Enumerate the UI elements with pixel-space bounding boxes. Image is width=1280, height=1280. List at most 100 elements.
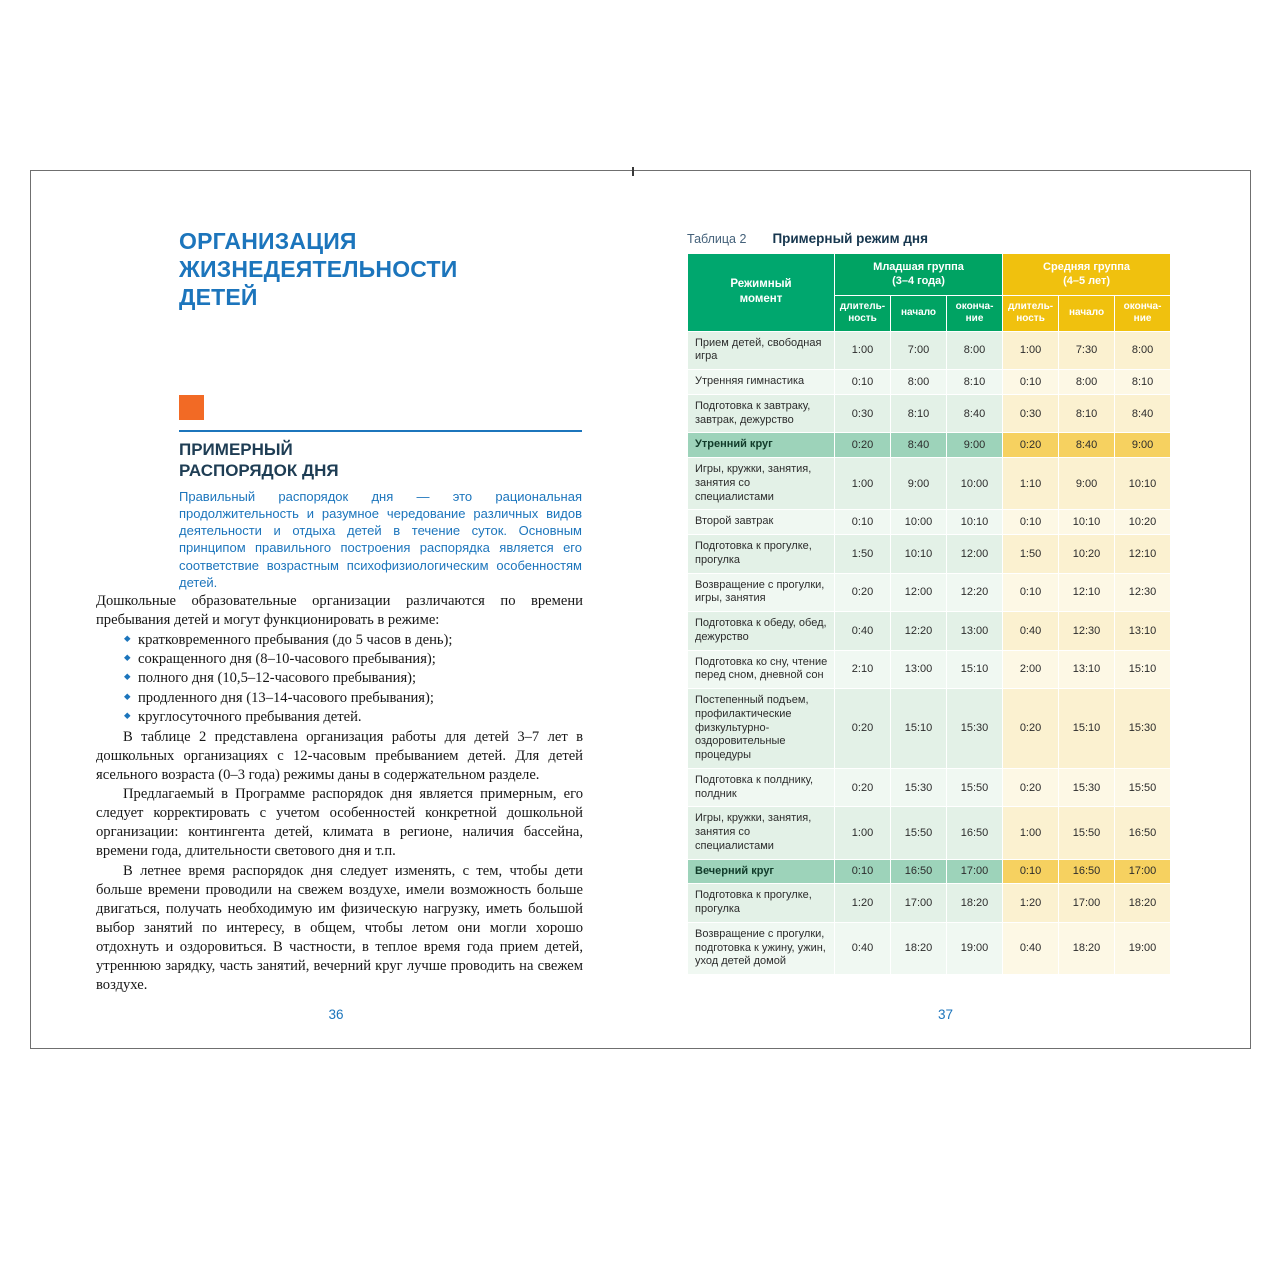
moment-cell: Подготовка ко сну, чтение перед сном, дн… — [687, 649, 835, 690]
moment-cell: Подготовка к завтраку, завтрак, дежурств… — [687, 393, 835, 434]
time-cell: 8:10 — [1058, 393, 1116, 434]
time-cell: 0:20 — [834, 767, 891, 808]
schedule-row: Подготовка к прогулке, прогулка 1:20 17:00… — [687, 883, 1172, 923]
section-divider-rule — [179, 430, 582, 432]
time-cell: 2:10 — [834, 649, 891, 690]
time-cell: 19:00 — [1114, 921, 1172, 976]
time-cell: 2:00 — [1002, 649, 1060, 690]
time-cell: 12:10 — [1058, 572, 1116, 613]
time-cell: 15:30 — [890, 767, 947, 808]
bullet-text: круглосуточного пребывания детей. — [138, 708, 362, 725]
book-spread: ОРГАНИЗАЦИЯ ЖИЗНЕДЕЯТЕЛЬНОСТИ ДЕТЕЙ ПРИМ… — [30, 167, 1251, 1049]
time-cell: 10:20 — [1058, 534, 1116, 574]
time-cell: 13:10 — [1058, 649, 1116, 690]
time-cell: 1:20 — [834, 883, 891, 923]
time-cell: 15:10 — [945, 649, 1004, 690]
time-cell: 1:20 — [1002, 883, 1060, 923]
time-cell: 9:00 — [945, 432, 1004, 459]
time-cell: 15:50 — [945, 767, 1004, 808]
diamond-bullet-icon: ◆ — [124, 653, 131, 664]
bullet-item: ◆ полного дня (10,5–12-часового пребывани… — [124, 669, 583, 688]
schedule-row: Подготовка к завтраку, завтрак, дежурств… — [687, 393, 1172, 434]
time-cell: 12:00 — [890, 572, 947, 613]
time-cell: 1:00 — [1002, 806, 1060, 860]
schedule-row: Возвращение с прогулки, игры, занятия 0:2… — [687, 572, 1172, 613]
schedule-table-head: Режимный момент Младшая группа (3–4 года… — [687, 253, 1172, 332]
subheader-end: оконча-ние — [1114, 294, 1172, 332]
time-cell: 16:50 — [1114, 806, 1172, 860]
subheader-start: начало — [890, 294, 947, 332]
bullet-item: ◆ кратковременного пребывания (до 5 часов… — [124, 631, 583, 650]
time-cell: 8:00 — [890, 369, 947, 395]
subheader-duration: длитель-ность — [1002, 294, 1060, 332]
paragraph: Предлагаемый в Программе распорядок дня … — [96, 786, 583, 860]
time-cell: 15:30 — [1058, 767, 1116, 808]
schedule-table-body: Прием детей, свободная игра 1:00 7:00 8:00 1… — [687, 330, 1172, 976]
time-cell: 10:00 — [890, 509, 947, 536]
page-number-left: 36 — [328, 1007, 344, 1022]
schedule-row: Второй завтрак 0:10 10:00 10:10 0:10 10:10 10:… — [687, 509, 1172, 536]
time-cell: 12:00 — [945, 534, 1004, 574]
paragraph: В летнее время распорядок дня следует из… — [96, 862, 583, 994]
bullet-item: ◆ круглосуточного пребывания детей. — [124, 708, 583, 727]
time-cell: 17:00 — [1058, 883, 1116, 923]
moment-cell: Игры, кружки, занятия, занятия со специа… — [687, 806, 835, 860]
time-cell: 0:40 — [1002, 921, 1060, 976]
time-cell: 1:00 — [834, 457, 891, 511]
moment-cell: Подготовка к обеду, обед, дежурство — [687, 611, 835, 651]
time-cell: 13:00 — [945, 611, 1004, 651]
time-cell: 16:50 — [1058, 858, 1116, 885]
moment-cell: Постепенный подъем, профилактические физ… — [687, 688, 835, 769]
time-cell: 8:10 — [1114, 369, 1172, 395]
time-cell: 18:20 — [890, 921, 947, 976]
moment-cell: Утренний круг — [687, 432, 835, 459]
moment-cell: Подготовка к прогулке, прогулка — [687, 883, 835, 923]
time-cell: 0:30 — [1002, 393, 1060, 434]
time-cell: 0:10 — [1002, 369, 1060, 395]
schedule-row: Подготовка к прогулке, прогулка 1:50 10:10… — [687, 534, 1172, 574]
time-cell: 8:00 — [1114, 330, 1172, 371]
time-cell: 9:00 — [890, 457, 947, 511]
time-cell: 0:10 — [834, 369, 891, 395]
time-cell: 0:10 — [1002, 858, 1060, 885]
schedule-row: Утренняя гимнастика 0:10 8:00 8:10 0:10 8:00 8… — [687, 369, 1172, 395]
page-number-right: 37 — [937, 1007, 954, 1022]
paragraph: В таблице 2 представлена организация раб… — [96, 728, 583, 783]
time-cell: 13:00 — [890, 649, 947, 690]
time-cell: 0:30 — [834, 393, 891, 434]
moment-cell: Прием детей, свободная игра — [687, 330, 835, 371]
time-cell: 18:20 — [945, 883, 1004, 923]
time-cell: 8:40 — [1058, 432, 1116, 459]
bullet-text: полного дня (10,5–12-часового пребывания… — [138, 670, 417, 687]
moment-cell: Возвращение с прогулки, подготовка к ужи… — [687, 921, 835, 976]
time-cell: 0:20 — [1002, 432, 1060, 459]
paragraph-container: В таблице 2 представлена организация раб… — [96, 728, 583, 996]
time-cell: 15:10 — [1058, 688, 1116, 769]
subheader-duration: длитель-ность — [834, 294, 891, 332]
diamond-bullet-icon: ◆ — [124, 691, 131, 702]
schedule-row: Прием детей, свободная игра 1:00 7:00 8:00 1… — [687, 330, 1172, 371]
bullet-text: продленного дня (13–14-часового пребыван… — [138, 689, 434, 706]
bullet-text: кратковременного пребывания (до 5 часов … — [138, 632, 453, 649]
time-cell: 0:20 — [1002, 688, 1060, 769]
chapter-title: ОРГАНИЗАЦИЯ ЖИЗНЕДЕЯТЕЛЬНОСТИ ДЕТЕЙ — [179, 228, 458, 311]
bullet-item: ◆ сокращенного дня (8–10-часового пребыва… — [124, 650, 583, 669]
diamond-bullet-icon: ◆ — [124, 634, 131, 645]
moment-header: Режимный момент — [687, 253, 835, 332]
time-cell: 19:00 — [945, 921, 1004, 976]
time-cell: 10:10 — [945, 509, 1004, 536]
time-cell: 12:30 — [1058, 611, 1116, 651]
time-cell: 15:10 — [1114, 649, 1172, 690]
time-cell: 15:30 — [1114, 688, 1172, 769]
time-cell: 16:50 — [890, 858, 947, 885]
time-cell: 0:20 — [1002, 767, 1060, 808]
time-cell: 1:50 — [1002, 534, 1060, 574]
time-cell: 13:10 — [1114, 611, 1172, 651]
bullet-item: ◆ продленного дня (13–14-часового пребыва… — [124, 689, 583, 708]
time-cell: 0:20 — [834, 688, 891, 769]
time-cell: 10:20 — [1114, 509, 1172, 536]
time-cell: 9:00 — [1058, 457, 1116, 511]
time-cell: 1:00 — [834, 330, 891, 371]
time-cell: 0:20 — [834, 432, 891, 459]
time-cell: 17:00 — [945, 858, 1004, 885]
